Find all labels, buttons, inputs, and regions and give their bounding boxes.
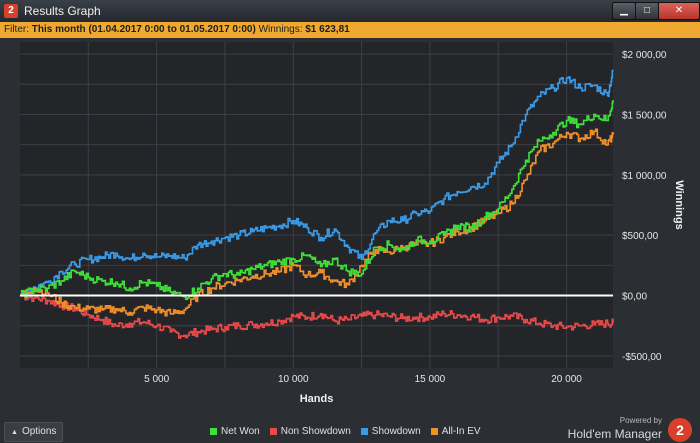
footer-bar: ▲ Options Net Won Non Showdown Showdown All-… [0, 410, 700, 443]
x-axis-ticks: 5 000 10 000 15 000 20 000 [144, 374, 582, 385]
results-chart: $2 000,00 $1 500,00 $1 000,00 $500,00 $0,00 -… [0, 38, 700, 410]
legend-swatch [360, 427, 368, 435]
series-line-non-showdown [20, 294, 614, 339]
legend-swatch [269, 427, 277, 435]
y-tick-label: $2 000,00 [622, 50, 667, 61]
options-label: Options [21, 426, 57, 437]
legend-item-non-showdown[interactable]: Non Showdown [269, 424, 351, 438]
winnings-prefix: Winnings: [258, 24, 303, 35]
options-button[interactable]: ▲ Options [4, 422, 64, 442]
filter-bar[interactable]: Filter: This month (01.04.2017 0:00 to 0… [0, 22, 700, 38]
legend-swatch [210, 427, 217, 435]
y-tick-label: $1 000,00 [622, 171, 667, 182]
filter-range: This month (01.04.2017 0:00 to 01.05.201… [31, 24, 256, 35]
series-line-all-in-ev [20, 128, 614, 317]
legend-label: Non Showdown [280, 425, 351, 437]
series-line-showdown [20, 69, 614, 297]
legend-label: All-In EV [441, 425, 481, 437]
x-tick-label: 10 000 [278, 374, 309, 385]
series-line-net-won [20, 100, 614, 301]
y-tick-label: $500,00 [622, 231, 659, 242]
legend-item-all-in-ev[interactable]: All-In EV [430, 424, 481, 438]
legend-item-showdown[interactable]: Showdown [360, 424, 421, 438]
minimize-button[interactable]: ▁ [612, 2, 636, 20]
maximize-button[interactable]: □ [635, 2, 659, 20]
y-tick-label: -$500,00 [622, 352, 662, 363]
brand-name: Hold'em Manager [567, 427, 662, 441]
caret-up-icon: ▲ [11, 429, 18, 436]
x-tick-label: 5 000 [144, 374, 169, 385]
x-axis-label: Hands [300, 393, 334, 405]
legend-label: Showdown [371, 425, 421, 437]
window-titlebar: 2 Results Graph ▁ □ ✕ [0, 0, 700, 23]
brand-logo-icon: 2 [668, 418, 692, 442]
y-tick-label: $1 500,00 [622, 110, 667, 121]
x-tick-label: 15 000 [415, 374, 446, 385]
y-tick-label: $0,00 [622, 292, 647, 303]
legend-item-net-won[interactable]: Net Won [210, 424, 260, 438]
y-axis-ticks: $2 000,00 $1 500,00 $1 000,00 $500,00 $0,00 -… [622, 50, 667, 363]
app-logo-icon: 2 [4, 4, 18, 18]
legend-label: Net Won [221, 425, 260, 437]
winnings-value: $1 623,81 [305, 24, 350, 35]
x-tick-label: 20 000 [551, 374, 582, 385]
results-chart-svg: $2 000,00 $1 500,00 $1 000,00 $500,00 $0,00 -… [20, 42, 685, 405]
y-axis-label: Winnings [673, 180, 685, 229]
close-button[interactable]: ✕ [658, 2, 700, 20]
chart-series [20, 69, 614, 339]
powered-by-label: Powered by [619, 416, 662, 425]
legend-swatch [430, 427, 438, 435]
filter-prefix: Filter: [4, 24, 29, 35]
chart-legend: Net Won Non Showdown Showdown All-In EV [210, 424, 481, 438]
window-title: Results Graph [24, 4, 101, 18]
